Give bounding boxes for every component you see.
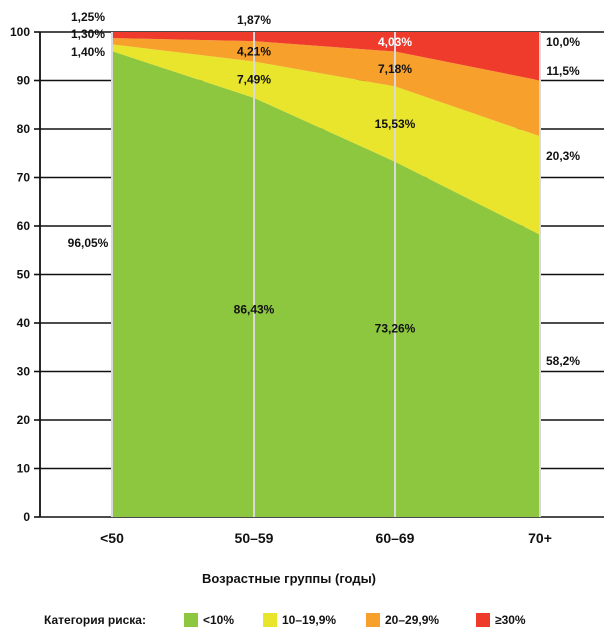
x-tick-label: <50: [100, 530, 124, 546]
data-label: 1,30%: [71, 27, 105, 41]
data-label: 1,25%: [71, 10, 105, 24]
x-tick-label: 70+: [528, 530, 552, 546]
y-tick-label: 90: [17, 74, 31, 88]
x-axis-title: Возрастные группы (годы): [202, 571, 376, 586]
area-s20_29: [112, 38, 540, 137]
y-tick-label: 100: [10, 25, 30, 39]
legend-swatch: [184, 613, 198, 627]
data-label: 1,87%: [237, 13, 271, 27]
data-label: 73,26%: [375, 322, 416, 336]
data-label: 20,3%: [546, 149, 580, 163]
y-tick-label: 20: [17, 413, 31, 427]
x-tick-label: 60–69: [376, 530, 415, 546]
data-label: 4,03%: [378, 35, 412, 49]
legend-swatch: [366, 613, 380, 627]
area-ge30: [112, 32, 540, 81]
y-tick-label: 10: [17, 462, 31, 476]
data-label: 11,5%: [546, 64, 580, 78]
y-tick-label: 80: [17, 122, 31, 136]
area-s10_19: [112, 44, 540, 235]
data-label: 7,18%: [378, 62, 412, 76]
legend-label: <10%: [203, 613, 234, 627]
y-tick-label: 70: [17, 171, 31, 185]
y-tick-label: 50: [17, 268, 31, 282]
y-tick-label: 30: [17, 365, 31, 379]
data-label: 7,49%: [237, 73, 271, 87]
legend-label: ≥30%: [495, 613, 526, 627]
legend-title: Категория риска:: [44, 613, 146, 627]
legend-swatch: [263, 613, 277, 627]
legend-label: 10–19,9%: [282, 613, 336, 627]
y-tick-label: 60: [17, 219, 31, 233]
x-tick-label: 50–59: [235, 530, 274, 546]
data-label: 15,53%: [375, 117, 416, 131]
legend-label: 20–29,9%: [385, 613, 439, 627]
data-label: 58,2%: [546, 354, 580, 368]
legend-swatch: [476, 613, 490, 627]
data-label: 96,05%: [68, 236, 109, 250]
area-lt10: [112, 51, 540, 517]
data-label: 10,0%: [546, 35, 580, 49]
data-label: 86,43%: [234, 302, 275, 316]
data-label: 4,21%: [237, 44, 271, 58]
y-tick-label: 40: [17, 316, 31, 330]
y-tick-label: 0: [23, 510, 30, 524]
data-label: 1,40%: [71, 45, 105, 59]
